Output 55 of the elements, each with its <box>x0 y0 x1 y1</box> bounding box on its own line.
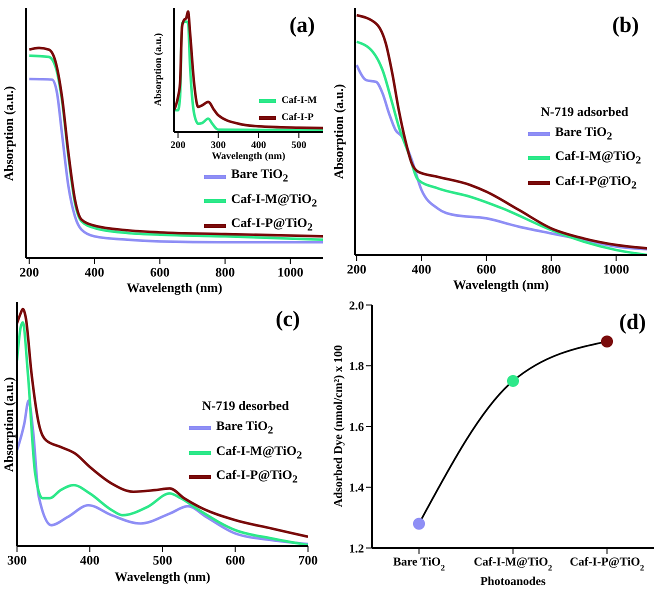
y-tick-label: 1.2 <box>349 541 364 556</box>
chart-title: (c) <box>276 306 300 332</box>
x-tick-label: 1000 <box>603 261 630 276</box>
legend-label: Caf-I-P <box>281 111 314 125</box>
x-tick-label: Bare TiO$_{2}$ <box>393 554 445 572</box>
x-tick-label: 500 <box>291 140 306 151</box>
point <box>507 374 519 387</box>
point <box>601 335 613 348</box>
legend-label: Caf-I-M@TiO$_{2}$ <box>216 442 302 464</box>
y-tick-label: 1.4 <box>349 480 364 495</box>
x-tick-label: 200 <box>170 140 186 151</box>
x-tick-label: 300 <box>7 552 27 568</box>
x-tick-label: Caf-I-P@TiO$_{2}$ <box>570 554 644 572</box>
x-tick-label: 600 <box>150 264 170 280</box>
y-axis-title: Absorption (a.u.) <box>1 86 17 180</box>
legend-label: Bare TiO$_{2}$ <box>231 165 288 187</box>
y-tick-label: 1.8 <box>349 359 364 374</box>
x-tick-label: 400 <box>84 264 104 280</box>
x-axis-title: Wavelength (nm) <box>452 277 550 293</box>
x-tick-label: 300 <box>210 140 226 151</box>
x-tick-label: 1000 <box>277 264 304 280</box>
legend-label: Caf-I-P@TiO$_{2}$ <box>231 214 313 236</box>
point <box>413 518 425 530</box>
legend-label: Caf-I-P@TiO$_{2}$ <box>555 172 637 194</box>
legend-title: N-719 adsorbed <box>540 102 630 120</box>
legend-label: Caf-I-M <box>281 94 317 108</box>
legend-title: N-719 desorbed <box>200 397 290 415</box>
x-axis-title: Wavelength (nm) <box>114 569 212 585</box>
y-axis-title: Absorption (a.u.) <box>331 84 347 179</box>
x-axis-title: Photoanodes <box>479 574 547 589</box>
x-tick-label: 600 <box>226 552 245 568</box>
y-tick-label: 1.6 <box>349 420 364 434</box>
chart-title: (b) <box>612 12 639 38</box>
y-axis-title: Absorption (a.u.) <box>1 376 17 472</box>
x-tick-label: Caf-I-M@TiO$_{2}$ <box>474 554 552 572</box>
legend-label: Caf-I-P@TiO$_{2}$ <box>216 466 298 488</box>
y-tick-label: 2.0 <box>349 298 364 312</box>
x-tick-label: 200 <box>346 261 366 276</box>
chart-title: (a) <box>289 12 315 38</box>
x-tick-label: 400 <box>251 140 266 151</box>
x-tick-label: 400 <box>80 552 100 568</box>
x-tick-label: 800 <box>542 261 562 276</box>
legend-label: Caf-I-M@TiO$_{2}$ <box>231 190 317 212</box>
x-tick-label: 600 <box>476 261 496 276</box>
y-axis-title: Adsorbed Dye (nmol/cm²) x 100 <box>331 345 346 508</box>
chart-title: (d) <box>619 309 646 335</box>
legend-label: Bare TiO$_{2}$ <box>216 417 274 439</box>
x-tick-label: 400 <box>412 261 432 276</box>
x-tick-label: 500 <box>152 552 172 568</box>
x-tick-label: 800 <box>215 264 235 280</box>
x-axis-title: Wavelength (nm) <box>126 280 224 296</box>
x-tick-label: 700 <box>298 552 318 568</box>
y-axis-title: Absorption (a.u.) <box>153 33 164 107</box>
x-tick-label: 200 <box>20 264 40 280</box>
x-axis-title: Wavelength (nm) <box>210 151 286 162</box>
